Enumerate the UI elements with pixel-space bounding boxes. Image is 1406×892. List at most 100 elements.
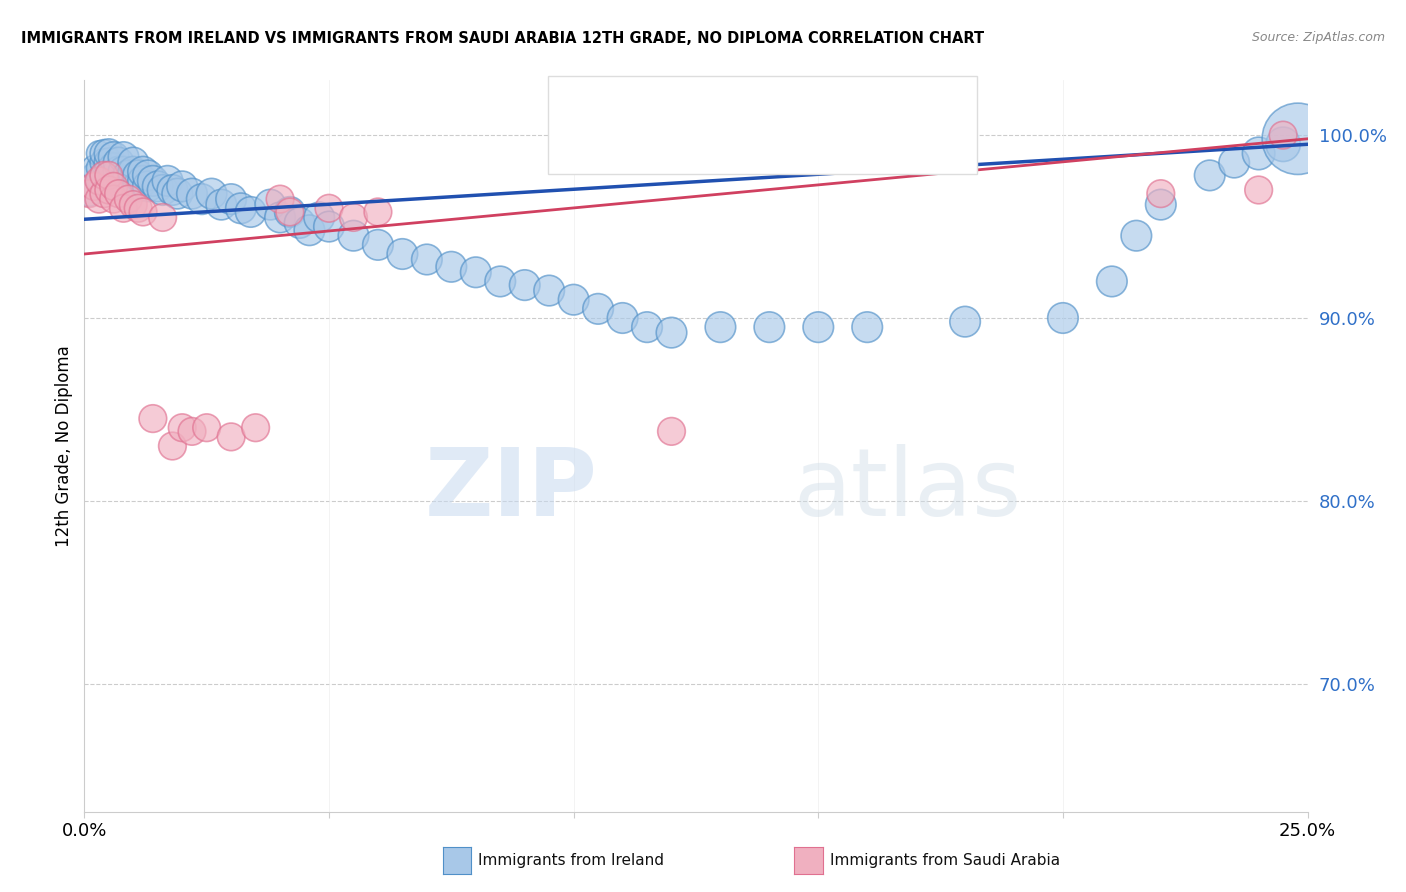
Point xyxy=(112,150,135,164)
Point xyxy=(103,179,125,194)
Text: Source: ZipAtlas.com: Source: ZipAtlas.com xyxy=(1251,31,1385,45)
Point xyxy=(219,430,242,444)
Point xyxy=(142,411,165,425)
Point xyxy=(181,186,204,201)
Point xyxy=(152,211,174,225)
Point xyxy=(166,186,188,201)
Point xyxy=(142,174,165,188)
Point xyxy=(464,265,486,279)
Text: R =: R = xyxy=(620,136,654,153)
Text: N =: N = xyxy=(747,136,780,153)
Text: Immigrants from Ireland: Immigrants from Ireland xyxy=(478,854,664,868)
Point xyxy=(1272,128,1295,142)
Point xyxy=(209,197,232,211)
Point xyxy=(318,201,340,215)
Text: R =: R = xyxy=(620,103,654,120)
Point xyxy=(132,164,155,178)
Point xyxy=(1286,132,1309,146)
Point xyxy=(87,192,110,206)
Point xyxy=(636,320,658,334)
Point xyxy=(953,315,976,329)
Point xyxy=(367,205,389,219)
Point xyxy=(127,169,149,183)
Text: 33: 33 xyxy=(797,135,824,154)
Point xyxy=(97,183,120,197)
Text: 0.187: 0.187 xyxy=(676,102,738,121)
Point xyxy=(117,179,139,194)
Point xyxy=(87,161,110,175)
Text: N =: N = xyxy=(747,103,780,120)
Point xyxy=(93,155,115,169)
Point xyxy=(219,192,242,206)
Point xyxy=(1247,183,1270,197)
Point xyxy=(77,186,100,201)
Point xyxy=(97,164,120,178)
Point xyxy=(83,179,105,194)
Point xyxy=(122,164,145,178)
Point xyxy=(146,179,169,194)
Point xyxy=(308,211,330,225)
Point xyxy=(1272,137,1295,152)
Point xyxy=(513,278,536,293)
Point xyxy=(200,186,222,201)
Point xyxy=(1247,146,1270,161)
Point xyxy=(93,146,115,161)
Point xyxy=(87,174,110,188)
Point xyxy=(127,201,149,215)
Point xyxy=(107,186,129,201)
Point xyxy=(661,326,683,340)
Point xyxy=(122,174,145,188)
Point xyxy=(162,183,184,197)
Point xyxy=(278,205,301,219)
Point xyxy=(87,174,110,188)
Text: ZIP: ZIP xyxy=(425,444,598,536)
Point xyxy=(562,293,585,307)
Point xyxy=(195,420,218,434)
Point xyxy=(132,174,155,188)
Point xyxy=(127,179,149,194)
Point xyxy=(77,186,100,201)
Point xyxy=(191,192,214,206)
Point xyxy=(1052,310,1074,325)
Point xyxy=(107,155,129,169)
Point xyxy=(136,179,159,194)
Point xyxy=(229,201,252,215)
Point xyxy=(93,169,115,183)
Text: atlas: atlas xyxy=(794,444,1022,536)
Point xyxy=(117,192,139,206)
Point xyxy=(288,216,311,230)
Point xyxy=(661,425,683,439)
Point xyxy=(259,197,281,211)
Point xyxy=(97,155,120,169)
Point xyxy=(1223,155,1246,169)
Point xyxy=(1125,228,1147,243)
Point xyxy=(856,320,879,334)
Point xyxy=(612,310,634,325)
Point xyxy=(807,320,830,334)
Point xyxy=(709,320,731,334)
Point xyxy=(162,439,184,453)
Point xyxy=(97,146,120,161)
Point xyxy=(83,161,105,175)
Point xyxy=(93,169,115,183)
Point xyxy=(122,155,145,169)
Point xyxy=(93,186,115,201)
Point xyxy=(136,169,159,183)
Point xyxy=(342,211,364,225)
Point xyxy=(97,169,120,183)
Point xyxy=(112,201,135,215)
Point xyxy=(103,161,125,175)
Point xyxy=(367,238,389,252)
Point xyxy=(269,192,291,206)
Point xyxy=(278,205,301,219)
Point xyxy=(1150,197,1173,211)
Point xyxy=(83,169,105,183)
Point xyxy=(1101,274,1123,288)
Point xyxy=(132,205,155,219)
Point xyxy=(416,252,439,267)
Point xyxy=(489,274,512,288)
Point xyxy=(117,169,139,183)
Point xyxy=(107,174,129,188)
Point xyxy=(103,150,125,164)
Point xyxy=(87,146,110,161)
